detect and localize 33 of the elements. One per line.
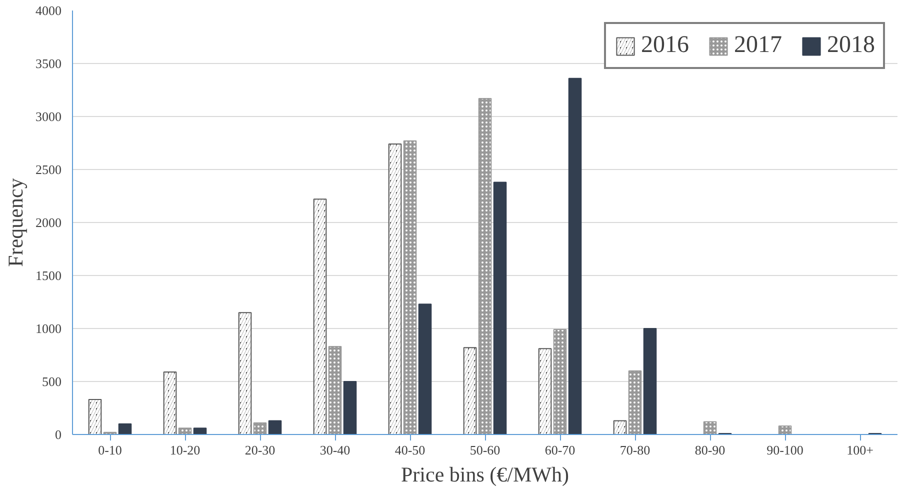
- legend-label: 2016: [641, 32, 689, 59]
- x-tick-label: 30-40: [320, 442, 350, 458]
- y-tick-label: 1000: [36, 321, 62, 336]
- x-tick-label: 50-60: [470, 442, 500, 458]
- x-tick-label: 100+: [846, 442, 874, 458]
- x-axis-title: Price bins (€/MWh): [401, 462, 569, 486]
- bar: [268, 420, 282, 434]
- y-tick-label: 3500: [36, 56, 62, 71]
- bar: [193, 428, 207, 434]
- legend-label: 2018: [827, 32, 875, 59]
- x-tick-label: 40-50: [394, 442, 426, 458]
- bar: [418, 304, 432, 434]
- bar: [643, 328, 657, 434]
- bar: [118, 423, 132, 434]
- y-tick-label: 2000: [36, 215, 62, 230]
- bar: [493, 182, 507, 434]
- x-tick-label: 10-20: [170, 442, 200, 458]
- y-tick-label: 500: [42, 374, 62, 389]
- x-tick-label: 90-100: [766, 442, 804, 458]
- x-tick-label: 60-70: [544, 442, 576, 458]
- bar: [568, 78, 582, 434]
- y-tick-label: 2500: [36, 162, 62, 177]
- y-tick-label: 0: [55, 427, 62, 442]
- bar: [343, 381, 357, 434]
- y-tick-label: 3000: [36, 109, 62, 124]
- y-tick-label: 1500: [36, 268, 62, 283]
- x-tick-label: 70-80: [620, 442, 650, 458]
- y-axis-title: Frequency: [4, 178, 28, 267]
- x-tick-label: 80-90: [694, 442, 726, 458]
- x-tick-label: 20-30: [244, 442, 276, 458]
- y-tick-label: 4000: [36, 3, 62, 18]
- x-tick-label: 0-10: [98, 442, 122, 458]
- legend-label: 2017: [734, 32, 782, 59]
